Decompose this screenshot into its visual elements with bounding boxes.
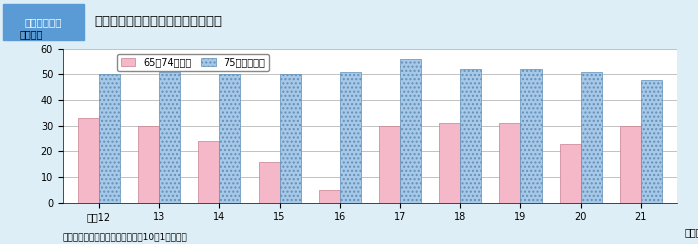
Text: 図１－１－２: 図１－１－２ (25, 17, 62, 27)
Bar (379, 126, 400, 203)
Bar (78, 118, 99, 203)
FancyBboxPatch shape (3, 3, 84, 41)
Bar (620, 126, 641, 203)
Bar (138, 126, 159, 203)
Bar (340, 72, 361, 203)
Text: （年）: （年） (685, 227, 698, 237)
Bar (280, 74, 301, 203)
Bar (99, 74, 120, 203)
Bar (258, 162, 280, 203)
Bar (219, 74, 241, 203)
Text: （万人）: （万人） (20, 30, 43, 40)
Bar (198, 141, 219, 203)
Bar (581, 72, 602, 203)
Bar (641, 80, 662, 203)
Bar (460, 69, 482, 203)
Bar (400, 59, 421, 203)
Bar (159, 72, 180, 203)
Bar (521, 69, 542, 203)
Text: 資料：総務省「人口推計」（各年10月1日現在）: 資料：総務省「人口推計」（各年10月1日現在） (63, 233, 188, 242)
Bar (560, 143, 581, 203)
Bar (499, 123, 521, 203)
Bar (439, 123, 460, 203)
Text: 高齢者人口の対前年度増加数の推移: 高齢者人口の対前年度増加数の推移 (94, 15, 222, 29)
Legend: 65～74歳人口, 75歳以上人口: 65～74歳人口, 75歳以上人口 (117, 54, 269, 71)
Bar (319, 190, 340, 203)
